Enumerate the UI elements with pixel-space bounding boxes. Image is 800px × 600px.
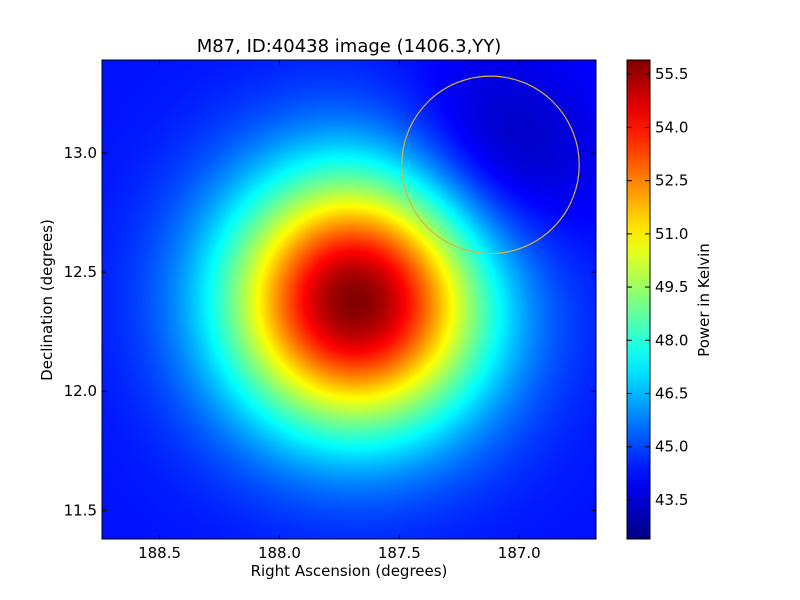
heatmap-image xyxy=(102,60,596,539)
x-axis-label: Right Ascension (degrees) xyxy=(251,562,448,580)
colorbar-tick-label: 49.5 xyxy=(655,278,688,296)
colorbar-tick-label: 55.5 xyxy=(655,65,688,83)
x-tick-label: 187.0 xyxy=(498,544,541,562)
colorbar-tick-label: 54.0 xyxy=(655,118,688,136)
colorbar-tick-label: 51.0 xyxy=(655,225,688,243)
colorbar-tick-label: 43.5 xyxy=(655,491,688,509)
colorbar-frame xyxy=(626,59,651,540)
y-axis-label: Declination (degrees) xyxy=(38,219,56,381)
y-tick-label: 12.0 xyxy=(64,382,97,400)
colorbar-ticks: 55.5 54.0 52.5 51.0 49.5 48.0 46.5 45.0 43.5 xyxy=(627,65,688,509)
y-axis-ticks: 13.0 12.5 12.0 11.5 xyxy=(64,144,596,519)
x-tick-label: 188.0 xyxy=(258,544,301,562)
colorbar-label: Power in Kelvin xyxy=(695,243,713,357)
marker-circle xyxy=(401,75,580,255)
colorbar-tick-label: 52.5 xyxy=(655,172,688,190)
x-tick-label: 188.5 xyxy=(138,544,181,562)
colorbar-tick-label: 45.0 xyxy=(655,438,688,456)
colorbar-tick-label: 48.0 xyxy=(655,331,688,349)
chart-title: M87, ID:40438 image (1406.3,YY) xyxy=(197,36,502,57)
x-tick-label: 187.5 xyxy=(378,544,421,562)
colorbar-gradient xyxy=(627,60,650,539)
y-tick-label: 13.0 xyxy=(64,144,97,162)
y-tick-label: 12.5 xyxy=(64,263,97,281)
x-axis-ticks: 188.5 188.0 187.5 187.0 xyxy=(138,60,541,562)
y-tick-label: 11.5 xyxy=(64,501,97,519)
colorbar: 55.5 54.0 52.5 51.0 49.5 48.0 46.5 45.0 43.5 xyxy=(626,59,688,540)
heatmap-raster xyxy=(102,60,596,539)
plot-frame xyxy=(101,59,597,540)
colorbar-tick-label: 46.5 xyxy=(655,385,688,403)
